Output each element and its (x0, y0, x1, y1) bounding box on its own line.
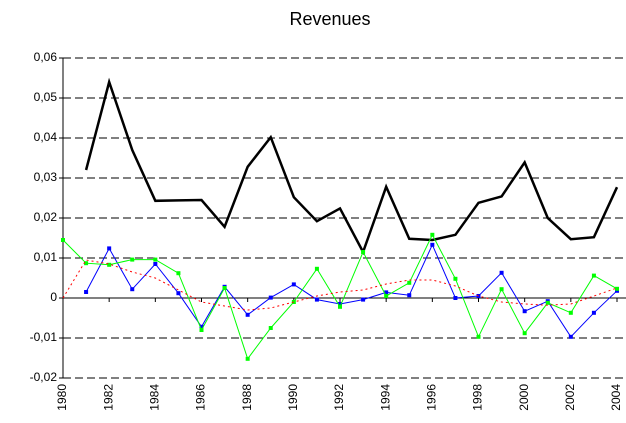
point-marker (84, 261, 89, 266)
x-tick-label: 2004 (609, 384, 623, 411)
y-tick-label: 0,04 (34, 130, 58, 144)
point-marker (407, 280, 412, 285)
point-marker (199, 328, 204, 332)
x-tick-label: 1984 (148, 384, 162, 411)
point-marker (130, 257, 135, 262)
point-marker (407, 293, 412, 298)
x-tick-label: 1980 (55, 384, 69, 411)
point-marker (107, 246, 112, 251)
point-marker (476, 334, 481, 339)
point-marker (314, 297, 319, 302)
y-tick-label: 0,01 (34, 250, 58, 264)
point-marker (314, 266, 319, 271)
point-marker (291, 282, 296, 287)
point-marker (268, 295, 273, 300)
y-tick-label: 0,06 (34, 50, 58, 64)
point-marker (61, 238, 65, 242)
y-tick-label: 0,02 (34, 210, 58, 224)
point-marker (384, 290, 389, 295)
x-tick-label: 1994 (378, 384, 392, 411)
point-marker (130, 287, 135, 292)
y-tick-label: -0,02 (30, 370, 58, 384)
x-tick-label: 1986 (194, 384, 208, 411)
point-marker (176, 271, 181, 276)
point-marker (199, 324, 204, 329)
y-tick-label: -0,01 (30, 330, 58, 344)
point-marker (361, 250, 366, 254)
point-marker (268, 326, 273, 330)
x-tick-label: 2000 (517, 384, 531, 411)
point-marker (522, 309, 527, 314)
point-marker (499, 287, 504, 292)
point-marker (384, 294, 389, 298)
point-marker (430, 232, 435, 237)
point-marker (568, 310, 573, 315)
point-marker (338, 302, 342, 306)
point-marker (107, 262, 112, 267)
point-marker (545, 300, 550, 305)
series-line (62, 233, 618, 360)
x-tick-label: 1988 (240, 384, 254, 411)
x-tick-label: 2002 (563, 384, 577, 411)
x-tick-label: 1992 (332, 384, 346, 411)
y-tick-label: 0,05 (34, 90, 58, 104)
point-marker (245, 356, 250, 361)
x-tick-label: 1982 (101, 384, 115, 411)
series-line (84, 77, 619, 256)
point-marker (453, 296, 458, 300)
point-marker (361, 297, 366, 302)
point-marker (338, 304, 342, 309)
point-marker (245, 312, 250, 317)
point-marker (453, 276, 458, 281)
x-tick-label: 1998 (471, 384, 485, 411)
y-tick-label: 0 (50, 290, 57, 304)
x-tick-label: 1996 (425, 384, 439, 411)
point-marker (84, 290, 89, 294)
point-marker (522, 331, 527, 336)
y-tick-label: 0,03 (34, 170, 58, 184)
point-marker (176, 291, 181, 296)
point-marker (615, 286, 619, 291)
x-tick-label: 1990 (286, 384, 300, 411)
series-line (62, 259, 618, 311)
point-marker (499, 270, 504, 275)
point-marker (568, 334, 573, 339)
point-marker (591, 310, 596, 315)
point-marker (591, 273, 596, 278)
point-marker (291, 300, 296, 304)
point-marker (153, 257, 158, 262)
series-line (85, 243, 618, 338)
chart-title: Revenues (289, 9, 370, 29)
point-marker (430, 242, 435, 247)
point-marker (222, 286, 227, 290)
point-marker (153, 262, 158, 266)
